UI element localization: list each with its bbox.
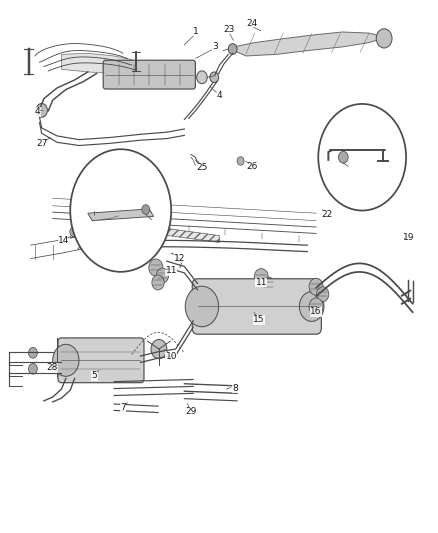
Text: 11: 11 (255, 278, 266, 287)
Polygon shape (61, 53, 140, 74)
Text: 24: 24 (246, 20, 258, 28)
Circle shape (28, 364, 37, 374)
Circle shape (308, 298, 322, 315)
Text: 4: 4 (216, 92, 222, 100)
Text: 1: 1 (192, 28, 198, 36)
Circle shape (196, 71, 207, 84)
FancyBboxPatch shape (192, 279, 321, 334)
Text: 22: 22 (321, 210, 332, 219)
Text: 15: 15 (253, 316, 264, 324)
Text: 21: 21 (339, 156, 351, 164)
Circle shape (318, 104, 405, 211)
Circle shape (228, 44, 237, 54)
Circle shape (28, 348, 37, 358)
Circle shape (254, 269, 268, 286)
Text: 29: 29 (185, 407, 196, 416)
Text: 4: 4 (35, 108, 40, 116)
Text: 10: 10 (165, 352, 177, 360)
Circle shape (299, 292, 323, 321)
Circle shape (151, 340, 166, 359)
FancyBboxPatch shape (103, 60, 195, 89)
Circle shape (53, 344, 79, 376)
Text: 26: 26 (246, 162, 258, 171)
Circle shape (36, 103, 47, 117)
Text: 11: 11 (165, 266, 177, 275)
Text: 23: 23 (223, 25, 234, 34)
Text: 14: 14 (58, 237, 69, 245)
Circle shape (262, 277, 274, 292)
Circle shape (148, 259, 162, 276)
Circle shape (185, 286, 218, 327)
Circle shape (70, 227, 78, 237)
Text: 3: 3 (212, 42, 218, 51)
Polygon shape (88, 209, 153, 221)
Text: 7: 7 (120, 403, 126, 412)
Circle shape (338, 151, 347, 163)
Text: 19: 19 (402, 233, 413, 241)
Circle shape (316, 287, 328, 302)
Circle shape (141, 205, 149, 214)
Text: 8: 8 (231, 384, 237, 392)
Text: 5: 5 (91, 372, 97, 380)
Polygon shape (228, 32, 385, 56)
Text: 17: 17 (113, 197, 124, 206)
Circle shape (156, 268, 168, 283)
Text: 28: 28 (46, 364, 57, 372)
Circle shape (209, 72, 218, 83)
Circle shape (237, 157, 244, 165)
FancyBboxPatch shape (58, 338, 144, 383)
Text: 18: 18 (139, 189, 150, 197)
Circle shape (152, 275, 164, 290)
Text: 20: 20 (362, 141, 374, 149)
Circle shape (308, 278, 322, 295)
Text: 12: 12 (174, 254, 185, 263)
Text: 27: 27 (36, 140, 47, 148)
Circle shape (70, 149, 171, 272)
Text: 25: 25 (196, 164, 207, 172)
Polygon shape (140, 225, 219, 243)
Text: 16: 16 (310, 308, 321, 316)
Circle shape (375, 29, 391, 48)
